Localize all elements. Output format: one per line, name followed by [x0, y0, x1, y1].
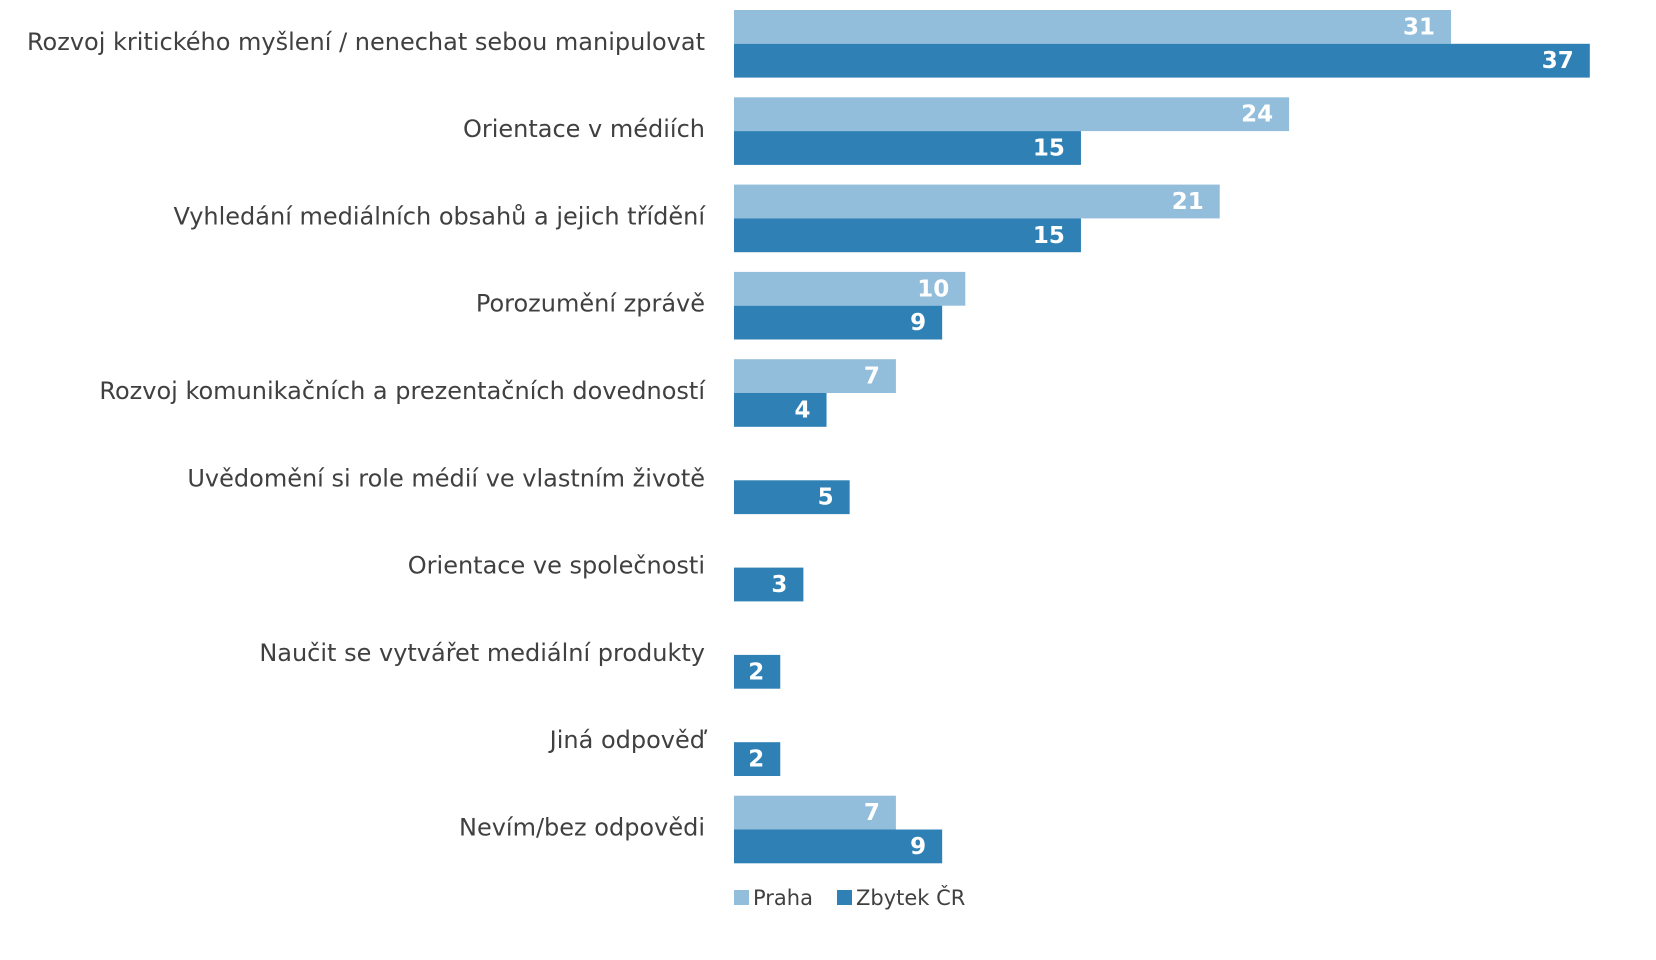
bar: [734, 654, 781, 689]
value-label: 15: [1033, 223, 1065, 249]
value-label: 9: [910, 310, 926, 336]
bar: [734, 10, 1452, 44]
bar: [734, 131, 1081, 165]
bar: [734, 271, 966, 306]
bar: [734, 359, 896, 393]
bar: [734, 480, 850, 515]
legend-swatch: [836, 890, 852, 905]
category-label: Porozumění zprávě: [476, 290, 705, 318]
category-label: Nevím/bez odpovědi: [459, 814, 705, 842]
value-label: 31: [1403, 14, 1435, 40]
value-label: 15: [1033, 136, 1065, 162]
value-label: 10: [917, 276, 949, 302]
category-label: Rozvoj komunikačních a prezentačních dov…: [99, 377, 706, 405]
category-label: Jiná odpověď: [548, 726, 708, 754]
value-label: 37: [1542, 48, 1574, 74]
value-label: 21: [1172, 189, 1204, 215]
bar: [734, 742, 781, 776]
category-label: Orientace v médiích: [463, 115, 705, 143]
category-label: Naučit se vytvářet mediální produkty: [259, 639, 705, 667]
bar: [734, 184, 1220, 219]
value-label: 5: [818, 485, 834, 511]
value-label: 2: [748, 659, 764, 685]
bar: [734, 393, 827, 427]
bar: [734, 218, 1081, 253]
value-label: 7: [864, 364, 880, 390]
bar: [734, 795, 896, 830]
bar: [734, 97, 1290, 132]
value-label: 3: [771, 572, 787, 598]
value-label: 7: [864, 800, 880, 826]
legend-swatch: [734, 890, 749, 905]
bar: [734, 305, 943, 340]
value-label: 4: [795, 397, 811, 423]
legend-label: Zbytek ČR: [856, 885, 965, 910]
category-label: Rozvoj kritického myšlení / nenechat seb…: [27, 28, 705, 56]
bar: [734, 567, 804, 602]
category-label: Vyhledání mediálních obsahů a jejich tří…: [173, 202, 706, 230]
value-label: 9: [910, 834, 926, 860]
category-label: Uvědomění si role médií ve vlastním živo…: [187, 464, 705, 492]
bar: [734, 829, 943, 864]
bar: [734, 43, 1590, 78]
value-label: 2: [748, 747, 764, 773]
legend-label: Praha: [753, 886, 813, 910]
category-label: Orientace ve společnosti: [408, 552, 705, 580]
value-label: 24: [1241, 102, 1273, 128]
